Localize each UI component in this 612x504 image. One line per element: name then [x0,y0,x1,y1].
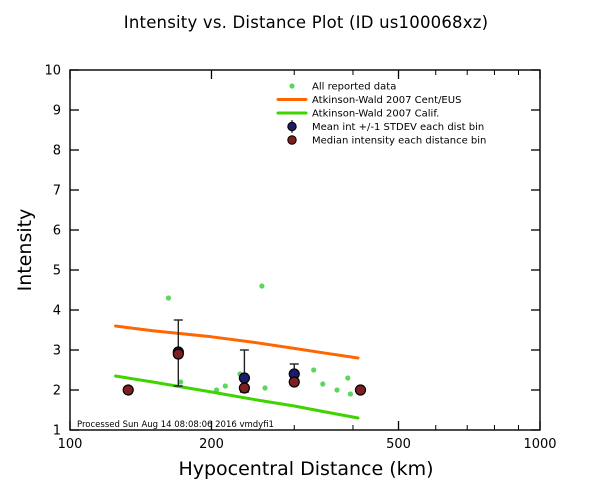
legend-dot-marker-icon [289,83,295,89]
series-atkinson-wald-2007-calif [114,374,360,420]
x-tick-label: 1000 [523,437,556,452]
series-median-intensity-each-distance-bin [122,348,367,396]
y-tick-label: 1 [53,424,61,439]
plot-frame [69,69,541,431]
chart-title: Intensity vs. Distance Plot (ID us100068… [123,13,489,32]
series-mean-int-1-stdev-each-dist-bin [172,319,300,393]
legend-mean-marker-icon [287,121,297,132]
legend-label: Mean int +/-1 STDEV each dist bin [312,122,484,133]
legend-item-atkinson-wald-2007-cent-eus: Atkinson-Wald 2007 Cent/EUS [276,95,461,106]
y-tick-label: 2 [53,384,61,399]
legend-label: Atkinson-Wald 2007 Calif. [312,109,439,120]
legend-item-mean-int-1-stdev-each-dist-bin: Mean int +/-1 STDEV each dist bin [287,120,484,133]
y-tick-label: 6 [53,224,61,239]
x-tick-label: 100 [58,437,83,452]
y-tick-label: 7 [53,184,61,199]
footnote: Processed Sun Aug 14 08:08:06 2016 vmdyf… [77,420,274,430]
legend-item-median-intensity-each-distance-bin: Median intensity each distance bin [287,135,486,147]
y-axis-ticks: 1 2 3 4 5 6 7 8 9 10 [44,64,540,439]
legend-label: Median intensity each distance bin [312,136,486,147]
x-axis-ticks: 100 200 500 1000 [58,70,557,452]
x-tick-label: 200 [199,437,224,452]
legend-median-marker-icon [287,135,297,145]
x-tick-label: 500 [386,437,411,452]
legend-item-atkinson-wald-2007-calif: Atkinson-Wald 2007 Calif. [276,109,439,120]
legend-label: All reported data [312,82,396,93]
y-tick-label: 4 [53,304,61,319]
legend-label: Atkinson-Wald 2007 Cent/EUS [312,95,461,106]
x-axis-label: Hypocentral Distance (km) [178,458,434,480]
legend-item-all-reported-data: All reported data [289,82,396,93]
series-atkinson-wald-2007-cent-eus [114,324,360,360]
y-tick-label: 9 [53,104,61,119]
y-tick-label: 8 [53,144,61,159]
y-tick-label: 5 [53,264,61,279]
y-tick-label: 10 [44,64,61,79]
series-all-reported-data [165,283,354,397]
legend: All reported data Atkinson-Wald 2007 Cent… [276,82,486,147]
y-tick-label: 3 [53,344,61,359]
